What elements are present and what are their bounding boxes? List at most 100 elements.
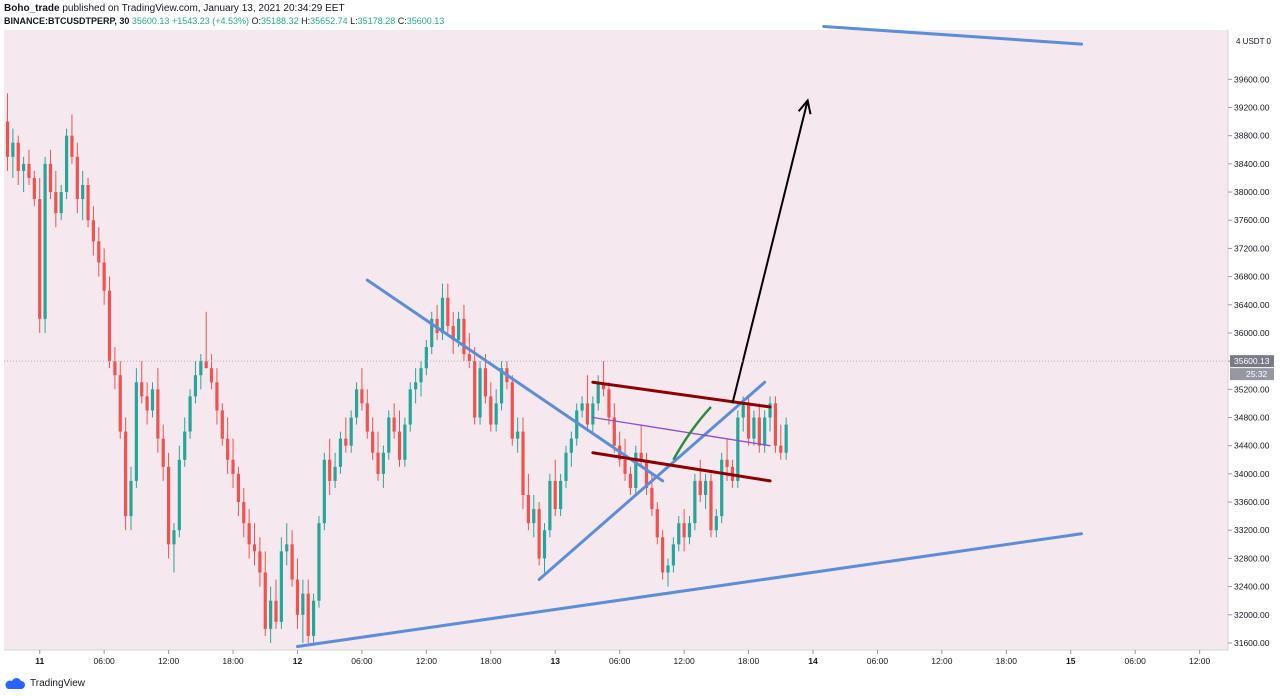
candle — [403, 417, 407, 467]
candle-body — [97, 241, 101, 263]
drawings-layer — [295, 24, 1083, 648]
candle-body — [494, 403, 498, 425]
candle — [494, 389, 498, 432]
channel-midline[interactable] — [592, 416, 771, 447]
candle — [473, 347, 477, 425]
candle — [564, 445, 568, 488]
candle — [483, 354, 488, 404]
candle — [91, 206, 96, 256]
candle-body — [483, 368, 488, 397]
candle-body — [145, 396, 149, 411]
candle — [392, 403, 396, 439]
candle — [424, 340, 428, 376]
candle-body — [161, 438, 165, 467]
candle-body — [478, 368, 482, 418]
channel-lower[interactable] — [591, 451, 772, 483]
candle-body — [204, 361, 208, 369]
candle-body — [183, 431, 187, 460]
author-name[interactable]: Boho_trade — [4, 3, 60, 14]
candle-body — [311, 600, 316, 636]
candle — [349, 410, 353, 453]
candle — [150, 382, 155, 418]
candle-body — [43, 163, 47, 319]
candle — [22, 156, 26, 193]
last-price: 35600.13 — [131, 16, 170, 26]
candle-body — [575, 410, 579, 439]
candle — [134, 368, 138, 488]
candle — [204, 311, 208, 369]
plot-background[interactable] — [4, 30, 1228, 650]
candle-body — [199, 361, 203, 376]
candle-body — [521, 431, 525, 495]
candle-body — [86, 185, 90, 221]
candle — [768, 396, 772, 432]
close-value: 35600.13 — [406, 16, 445, 26]
candle-body — [564, 452, 568, 481]
published-text: published on TradingView.com, January 13… — [59, 3, 345, 14]
candle-body — [693, 480, 697, 524]
target-arrow[interactable] — [731, 98, 812, 404]
candle — [430, 311, 434, 355]
x-tick-label: 18:00 — [222, 656, 244, 666]
current-price-marker: 35600.13 25:32 — [1230, 355, 1274, 381]
tradingview-cloud-icon — [5, 678, 26, 689]
green-curve[interactable] — [672, 406, 712, 461]
x-axis[interactable]: 11 06:00 12:00 18:00 12 06:00 12:00 18:00 13 06:0… — [35, 650, 1211, 666]
high-value: 35652.74 — [310, 16, 348, 26]
candle — [226, 417, 230, 474]
candle-body — [220, 410, 224, 439]
x-tick-label: 12 — [293, 656, 303, 666]
channel-upper[interactable] — [591, 380, 772, 409]
y-tick-label: 37600.00 — [1234, 215, 1270, 225]
candle — [209, 354, 214, 390]
candle — [381, 445, 385, 488]
candle-body — [704, 480, 708, 495]
candle — [124, 417, 128, 531]
candle — [569, 431, 573, 467]
x-tick-label: 12:00 — [416, 656, 438, 666]
candle — [585, 375, 590, 432]
candle-body — [236, 473, 241, 503]
low-label: L: — [350, 16, 358, 26]
upper-trendline-top[interactable] — [822, 24, 1083, 46]
low-value: 35178.28 — [357, 16, 396, 26]
x-tick-label: 18:00 — [480, 656, 502, 666]
symbol-name: BINANCE:BTCUSDTPERP, 30 — [4, 16, 130, 26]
candle-body — [381, 452, 385, 474]
x-tick-label: 12:00 — [1189, 656, 1211, 666]
candle-body — [371, 431, 375, 453]
candle-body — [328, 459, 332, 481]
price-chart[interactable]: 31600.00 32000.00 32400.00 32800.00 33200.00… — [0, 0, 1280, 676]
candle-body — [537, 509, 541, 559]
candle — [107, 276, 112, 369]
candle — [478, 361, 482, 425]
candle — [397, 410, 402, 467]
candle — [354, 382, 359, 425]
long-support-line[interactable] — [295, 532, 1083, 648]
y-tick-label: 33200.00 — [1234, 525, 1270, 535]
candle-body — [247, 523, 251, 545]
candle-body — [258, 551, 262, 573]
candle — [779, 424, 783, 460]
candle-body — [709, 480, 713, 531]
y-tick-label: 35200.00 — [1234, 384, 1270, 394]
candle-body — [22, 163, 26, 171]
high-label: H: — [301, 16, 311, 26]
descending-trendline[interactable] — [365, 278, 665, 483]
candle — [763, 410, 767, 453]
candle — [628, 466, 633, 495]
candle-body — [757, 417, 761, 446]
tradingview-brand[interactable]: TradingView — [30, 678, 86, 689]
candle-body — [134, 382, 138, 481]
candle-body — [129, 480, 133, 517]
candle — [118, 361, 122, 439]
candle — [607, 382, 611, 425]
candle — [698, 459, 702, 503]
candle — [258, 537, 262, 587]
candle-body — [746, 403, 751, 439]
ascending-trendline[interactable] — [537, 380, 767, 582]
candle-body — [349, 417, 353, 446]
y-axis[interactable]: 31600.00 32000.00 32400.00 32800.00 33200.00… — [1228, 74, 1270, 648]
y-tick-label: 34800.00 — [1234, 413, 1270, 423]
candle-body — [467, 354, 471, 362]
